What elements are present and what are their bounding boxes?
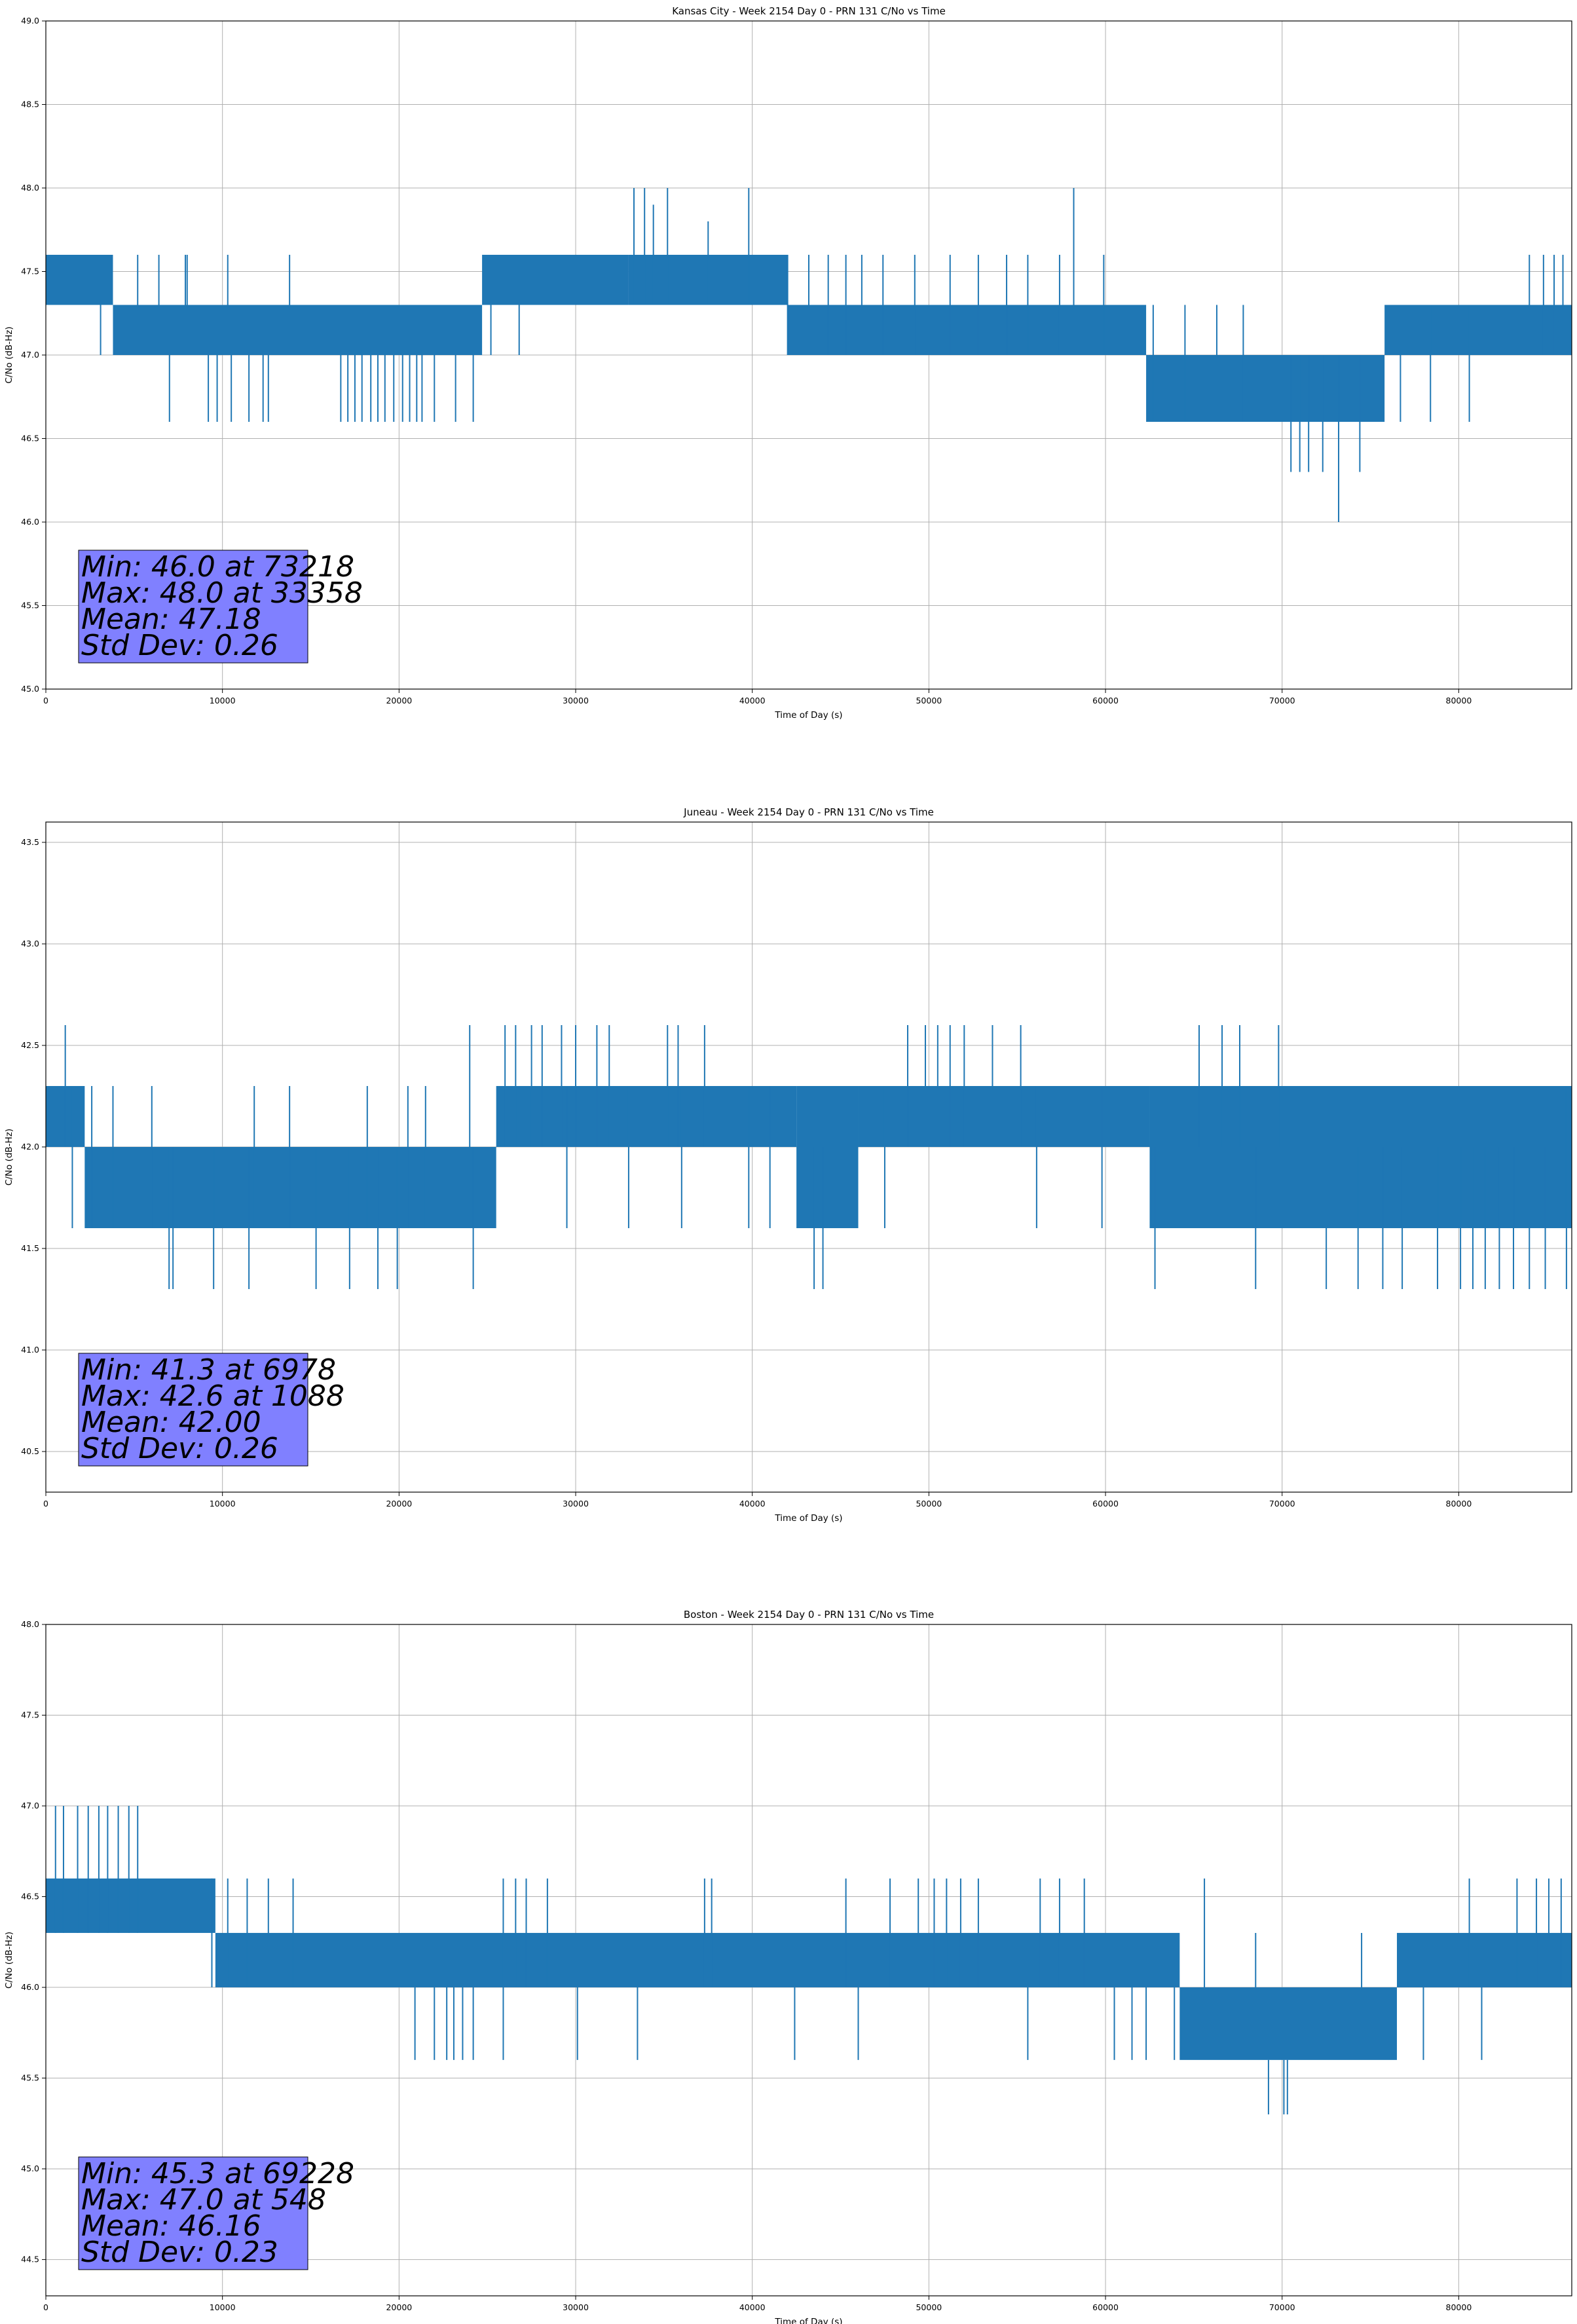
y-axis-label: C/No (dB-Hz) xyxy=(4,1932,14,1989)
x-tick-label: 30000 xyxy=(563,696,589,705)
y-tick-label: 47.5 xyxy=(21,1710,39,1720)
data-band xyxy=(796,1086,859,1228)
stats-line: Max: 48.0 at 33358 xyxy=(81,576,363,610)
y-tick-label: 47.0 xyxy=(21,350,39,360)
data-band xyxy=(496,1086,797,1147)
y-tick-label: 46.0 xyxy=(21,517,39,527)
data-band xyxy=(46,1878,215,1933)
stats-line: Std Dev: 0.26 xyxy=(81,629,278,662)
data-band xyxy=(84,1147,496,1228)
data-band xyxy=(858,1086,1150,1147)
stats-line: Std Dev: 0.26 xyxy=(81,1432,278,1465)
data-band xyxy=(1149,1086,1572,1228)
chart-panel-2: 0 10000 20000 30000 40000 50000 60000 70000 8000… xyxy=(4,806,1572,1524)
y-tick-label: 45.0 xyxy=(21,2164,39,2173)
data-band xyxy=(1384,305,1572,355)
y-tick-label: 42.5 xyxy=(21,1040,39,1050)
data-band xyxy=(46,255,113,305)
data-band xyxy=(215,1932,1180,1988)
y-tick-label: 43.5 xyxy=(21,837,39,847)
x-tick-label: 80000 xyxy=(1446,696,1472,705)
axes-frame xyxy=(45,821,1572,1493)
stats-line: Min: 46.0 at 73218 xyxy=(81,550,354,584)
x-tick-label: 0 xyxy=(43,1499,48,1509)
y-tick-label: 46.5 xyxy=(21,434,39,443)
data-band xyxy=(787,305,1147,355)
x-tick-label: 70000 xyxy=(1269,696,1295,705)
y-tick-label: 40.5 xyxy=(21,1446,39,1456)
x-tick-label: 20000 xyxy=(386,2302,412,2312)
axes-frame xyxy=(45,1624,1572,2296)
x-axis-label: Time of Day (s) xyxy=(774,2317,842,2324)
y-tick-label: 47.0 xyxy=(21,1801,39,1810)
x-tick-label: 20000 xyxy=(386,1499,412,1509)
chart-title: Kansas City - Week 2154 Day 0 - PRN 131 … xyxy=(672,5,946,17)
stats-line: Mean: 47.18 xyxy=(81,603,261,636)
y-tick-label: 44.5 xyxy=(21,2255,39,2264)
y-axis-label: C/No (dB-Hz) xyxy=(4,326,14,383)
x-tick-label: 0 xyxy=(43,2302,48,2312)
x-tick-label: 10000 xyxy=(210,2302,236,2312)
stats-line: Mean: 46.16 xyxy=(81,2209,261,2243)
x-tick-label: 20000 xyxy=(386,696,412,705)
y-tick-label: 46.0 xyxy=(21,1982,39,1992)
y-tick-label: 45.5 xyxy=(21,2073,39,2083)
x-tick-label: 30000 xyxy=(563,1499,589,1509)
stats-line: Mean: 42.00 xyxy=(81,1406,261,1439)
y-axis-label: C/No (dB-Hz) xyxy=(4,1129,14,1186)
x-axis-label: Time of Day (s) xyxy=(774,710,842,721)
x-tick-label: 80000 xyxy=(1446,2302,1472,2312)
chart-title: Juneau - Week 2154 Day 0 - PRN 131 C/No … xyxy=(683,806,934,818)
y-tick-label: 48.0 xyxy=(21,183,39,193)
stats-box xyxy=(78,1353,308,1467)
x-tick-label: 40000 xyxy=(739,2302,766,2312)
x-tick-label: 40000 xyxy=(739,696,766,705)
x-tick-label: 60000 xyxy=(1092,696,1119,705)
data-band xyxy=(1179,1987,1398,2060)
stats-line: Min: 45.3 at 69228 xyxy=(81,2157,354,2190)
y-tick-label: 45.5 xyxy=(21,601,39,610)
x-tick-label: 70000 xyxy=(1269,1499,1295,1509)
stats-line: Max: 42.6 at 1088 xyxy=(81,1379,344,1413)
x-tick-label: 10000 xyxy=(210,1499,236,1509)
data-band xyxy=(482,255,629,305)
x-tick-label: 50000 xyxy=(916,696,942,705)
y-tick-label: 49.0 xyxy=(21,16,39,26)
y-tick-label: 45.0 xyxy=(21,684,39,694)
x-tick-label: 50000 xyxy=(916,1499,942,1509)
chart-panel-3: 0 10000 20000 30000 40000 50000 60000 70000 8000… xyxy=(4,1609,1572,2324)
y-tick-label: 46.5 xyxy=(21,1892,39,1902)
y-tick-label: 48.0 xyxy=(21,1619,39,1629)
x-tick-label: 70000 xyxy=(1269,2302,1295,2312)
data-band xyxy=(1397,1932,1572,1988)
y-tick-label: 47.5 xyxy=(21,267,39,276)
x-tick-label: 0 xyxy=(43,696,48,705)
x-tick-label: 10000 xyxy=(210,696,236,705)
y-tick-label: 42.0 xyxy=(21,1142,39,1152)
chart-title: Boston - Week 2154 Day 0 - PRN 131 C/No … xyxy=(684,1609,934,1621)
chart-panel-1: 0 10000 20000 30000 40000 50000 60000 70000 8000… xyxy=(4,5,1572,721)
y-tick-label: 41.0 xyxy=(21,1345,39,1355)
x-tick-label: 40000 xyxy=(739,1499,766,1509)
x-tick-label: 60000 xyxy=(1092,1499,1119,1509)
y-tick-label: 43.0 xyxy=(21,939,39,948)
data-band xyxy=(1146,355,1385,422)
x-tick-label: 80000 xyxy=(1446,1499,1472,1509)
x-axis-label: Time of Day (s) xyxy=(774,1513,842,1524)
data-band xyxy=(113,305,483,355)
stats-box xyxy=(78,2156,308,2270)
x-tick-label: 50000 xyxy=(916,2302,942,2312)
stats-line: Min: 41.3 at 6978 xyxy=(81,1353,336,1387)
stats-line: Max: 47.0 at 548 xyxy=(81,2183,326,2217)
x-tick-label: 60000 xyxy=(1092,2302,1119,2312)
x-tick-label: 30000 xyxy=(563,2302,589,2312)
stats-box xyxy=(78,550,308,664)
y-tick-label: 41.5 xyxy=(21,1243,39,1253)
y-tick-label: 48.5 xyxy=(21,100,39,109)
stats-line: Std Dev: 0.23 xyxy=(81,2236,278,2269)
